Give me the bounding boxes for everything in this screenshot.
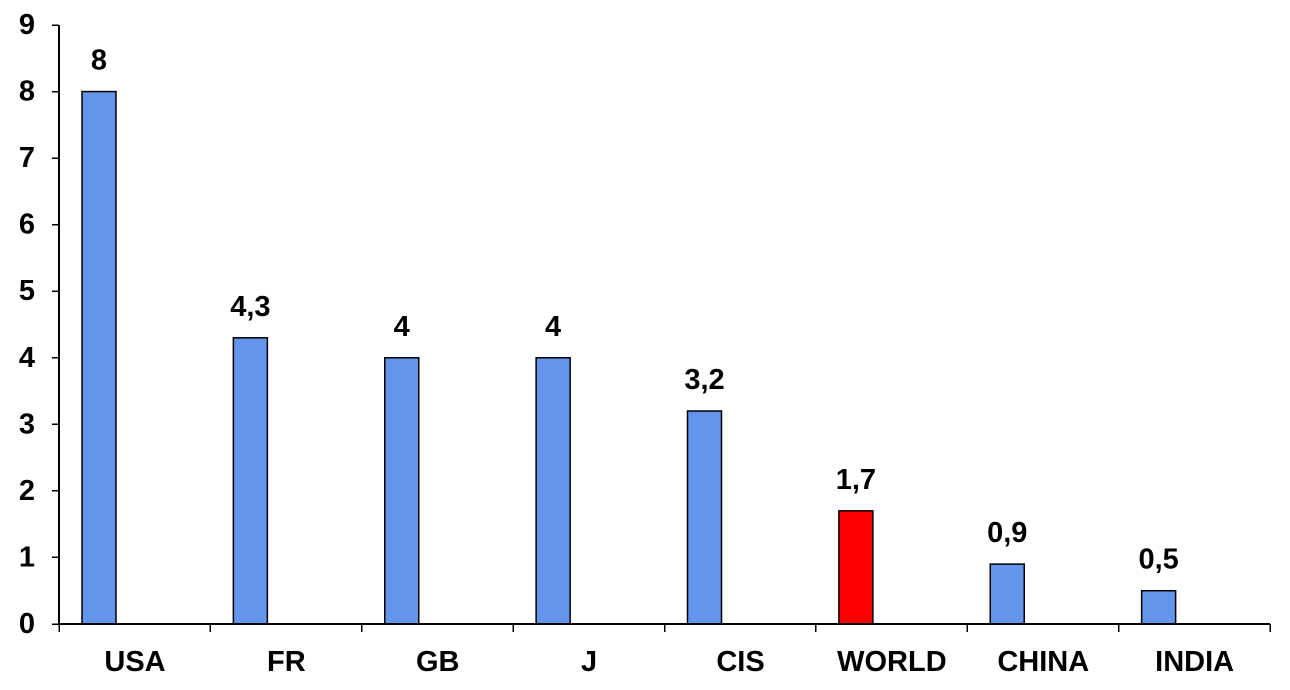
x-tick-label: J <box>581 646 597 678</box>
x-tick-label: FR <box>267 646 306 678</box>
x-tick-label: USA <box>104 646 165 678</box>
y-tick-label: 1 <box>19 541 35 573</box>
y-tick-label: 6 <box>19 209 35 241</box>
bar-usa <box>81 90 117 625</box>
x-tick-label: CHINA <box>997 646 1089 678</box>
bar-world <box>838 510 874 625</box>
y-tick-label: 7 <box>19 142 35 174</box>
y-tick-label: 5 <box>19 275 35 307</box>
x-tick-label: GB <box>416 646 460 678</box>
bar-gb <box>384 357 420 625</box>
bar-india <box>1140 589 1177 625</box>
data-label: 1,7 <box>836 464 876 496</box>
data-label: 4 <box>394 311 410 343</box>
x-axis-ticks: USA FR GB J CIS WORLD CHINA INDIA <box>58 624 1271 678</box>
y-tick-label: 4 <box>19 342 35 374</box>
bar-fr <box>232 337 269 625</box>
data-labels: 8 4,3 4 4 3,2 1,7 0,9 0,5 <box>91 45 1179 576</box>
bars <box>81 90 1177 625</box>
data-label: 8 <box>91 45 107 77</box>
y-tick-label: 3 <box>19 408 35 440</box>
x-tick-label: CIS <box>716 646 764 678</box>
x-tick-label: INDIA <box>1155 646 1234 678</box>
y-axis-ticks: 0 1 2 3 4 5 6 7 8 9 <box>19 9 59 640</box>
y-tick-label: 8 <box>19 76 35 108</box>
x-tick-label: WORLD <box>837 646 947 678</box>
data-label: 0,5 <box>1138 544 1178 576</box>
data-label: 4,3 <box>230 291 270 323</box>
data-label: 3,2 <box>684 364 724 396</box>
y-tick-label: 2 <box>19 475 35 507</box>
y-tick-label: 0 <box>19 608 35 640</box>
y-tick-label: 9 <box>19 9 35 41</box>
bar-china <box>989 563 1025 625</box>
bar-cis <box>686 410 723 625</box>
data-label: 0,9 <box>987 517 1027 549</box>
data-label: 4 <box>545 311 561 343</box>
bar-j <box>535 357 571 625</box>
